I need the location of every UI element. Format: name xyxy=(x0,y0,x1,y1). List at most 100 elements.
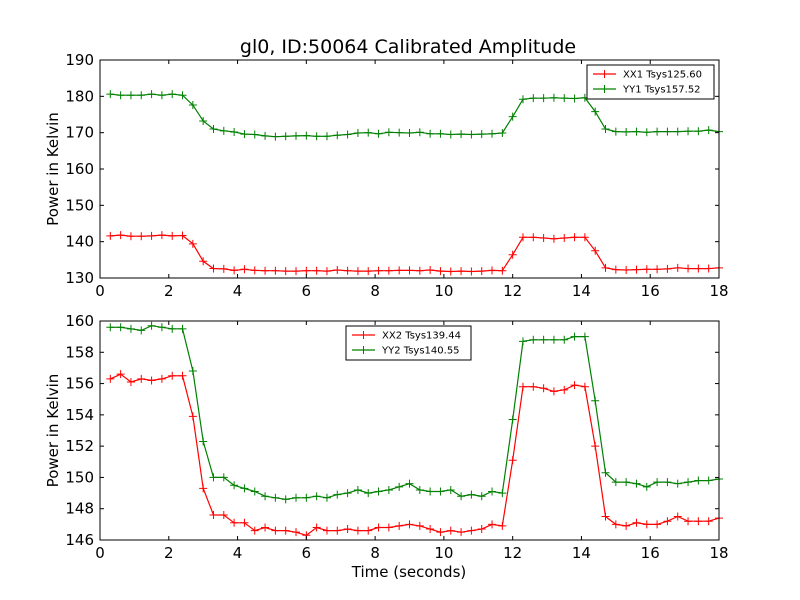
data-point xyxy=(508,250,517,259)
data-point xyxy=(168,371,177,380)
data-point xyxy=(611,478,620,487)
data-point xyxy=(209,264,218,273)
data-point xyxy=(663,264,672,273)
data-point xyxy=(591,246,600,255)
data-point xyxy=(591,107,600,116)
data-point xyxy=(199,437,208,446)
data-point xyxy=(364,489,373,498)
data-point xyxy=(622,478,631,487)
data-point xyxy=(508,456,517,465)
data-point xyxy=(518,233,527,242)
x-tick-label: 4 xyxy=(233,544,243,562)
data-point xyxy=(436,129,445,138)
data-point xyxy=(271,266,280,275)
x-tick-label: 10 xyxy=(434,282,453,300)
y-axis-label: Power in Kelvin xyxy=(44,112,62,226)
data-point xyxy=(292,131,301,140)
data-point xyxy=(457,528,466,537)
data-point xyxy=(415,485,424,494)
data-point xyxy=(405,520,414,529)
data-point xyxy=(632,479,641,488)
y-tick-label: 156 xyxy=(65,375,94,393)
data-point xyxy=(508,415,517,424)
data-point xyxy=(663,478,672,487)
y-tick-label: 154 xyxy=(65,406,94,424)
data-point xyxy=(591,442,600,451)
data-point xyxy=(322,132,331,141)
data-point xyxy=(178,91,187,100)
data-point xyxy=(168,231,177,240)
data-point xyxy=(436,267,445,276)
data-point xyxy=(137,326,146,335)
x-tick-label: 12 xyxy=(503,282,522,300)
data-point xyxy=(580,382,589,391)
data-point xyxy=(549,93,558,102)
data-point xyxy=(147,376,156,385)
data-point xyxy=(126,232,135,241)
data-point xyxy=(622,521,631,530)
data-point xyxy=(333,266,342,275)
data-point xyxy=(632,127,641,136)
data-point xyxy=(168,324,177,333)
data-point xyxy=(653,478,662,487)
data-point xyxy=(446,267,455,276)
data-point xyxy=(168,90,177,99)
data-point xyxy=(673,479,682,488)
data-point xyxy=(673,512,682,521)
data-point xyxy=(457,267,466,276)
data-point xyxy=(374,487,383,496)
data-point xyxy=(353,129,362,138)
data-point xyxy=(405,479,414,488)
data-point xyxy=(498,266,507,275)
data-point xyxy=(353,485,362,494)
chart-title: gl0, ID:50064 Calibrated Amplitude xyxy=(240,36,576,58)
data-point xyxy=(209,125,218,134)
data-point xyxy=(261,523,270,532)
x-tick-label: 0 xyxy=(95,282,105,300)
legend-label: YY1 Tsys157.52 xyxy=(622,85,701,96)
data-point xyxy=(230,481,239,490)
data-point xyxy=(446,130,455,139)
data-point xyxy=(240,130,249,139)
data-point xyxy=(343,130,352,139)
data-point xyxy=(312,492,321,501)
data-point xyxy=(374,523,383,532)
data-point xyxy=(684,517,693,526)
data-point xyxy=(219,510,228,519)
data-point xyxy=(395,521,404,530)
data-point xyxy=(178,231,187,240)
data-point xyxy=(333,131,342,140)
data-point xyxy=(601,512,610,521)
data-point xyxy=(457,130,466,139)
y-tick-label: 190 xyxy=(65,51,94,69)
data-point xyxy=(488,266,497,275)
data-point xyxy=(364,267,373,276)
data-point xyxy=(353,267,362,276)
legend-label: XX2 Tsys139.44 xyxy=(382,331,461,342)
data-point xyxy=(250,130,259,139)
axes-frame xyxy=(99,320,720,541)
data-point xyxy=(250,266,259,275)
data-point xyxy=(622,266,631,275)
lower-chart: 0 2 4 6 8 10 12 14 16 18 146 148 150 152 154 156 158 160 P… xyxy=(44,312,729,562)
data-point xyxy=(467,130,476,139)
data-point xyxy=(498,521,507,530)
x-tick-label: 16 xyxy=(641,544,660,562)
data-point xyxy=(405,266,414,275)
data-point xyxy=(570,332,579,341)
data-point xyxy=(261,131,270,140)
y-tick-label: 146 xyxy=(65,531,94,549)
data-point xyxy=(611,265,620,274)
data-point xyxy=(343,489,352,498)
data-point xyxy=(199,257,208,266)
y-tick-label: 160 xyxy=(65,160,94,178)
data-point xyxy=(281,132,290,141)
data-point xyxy=(261,492,270,501)
data-point xyxy=(653,127,662,136)
data-point xyxy=(549,335,558,344)
data-point xyxy=(488,487,497,496)
data-point xyxy=(261,266,270,275)
data-point xyxy=(518,95,527,104)
data-point xyxy=(704,476,713,485)
data-point xyxy=(415,266,424,275)
